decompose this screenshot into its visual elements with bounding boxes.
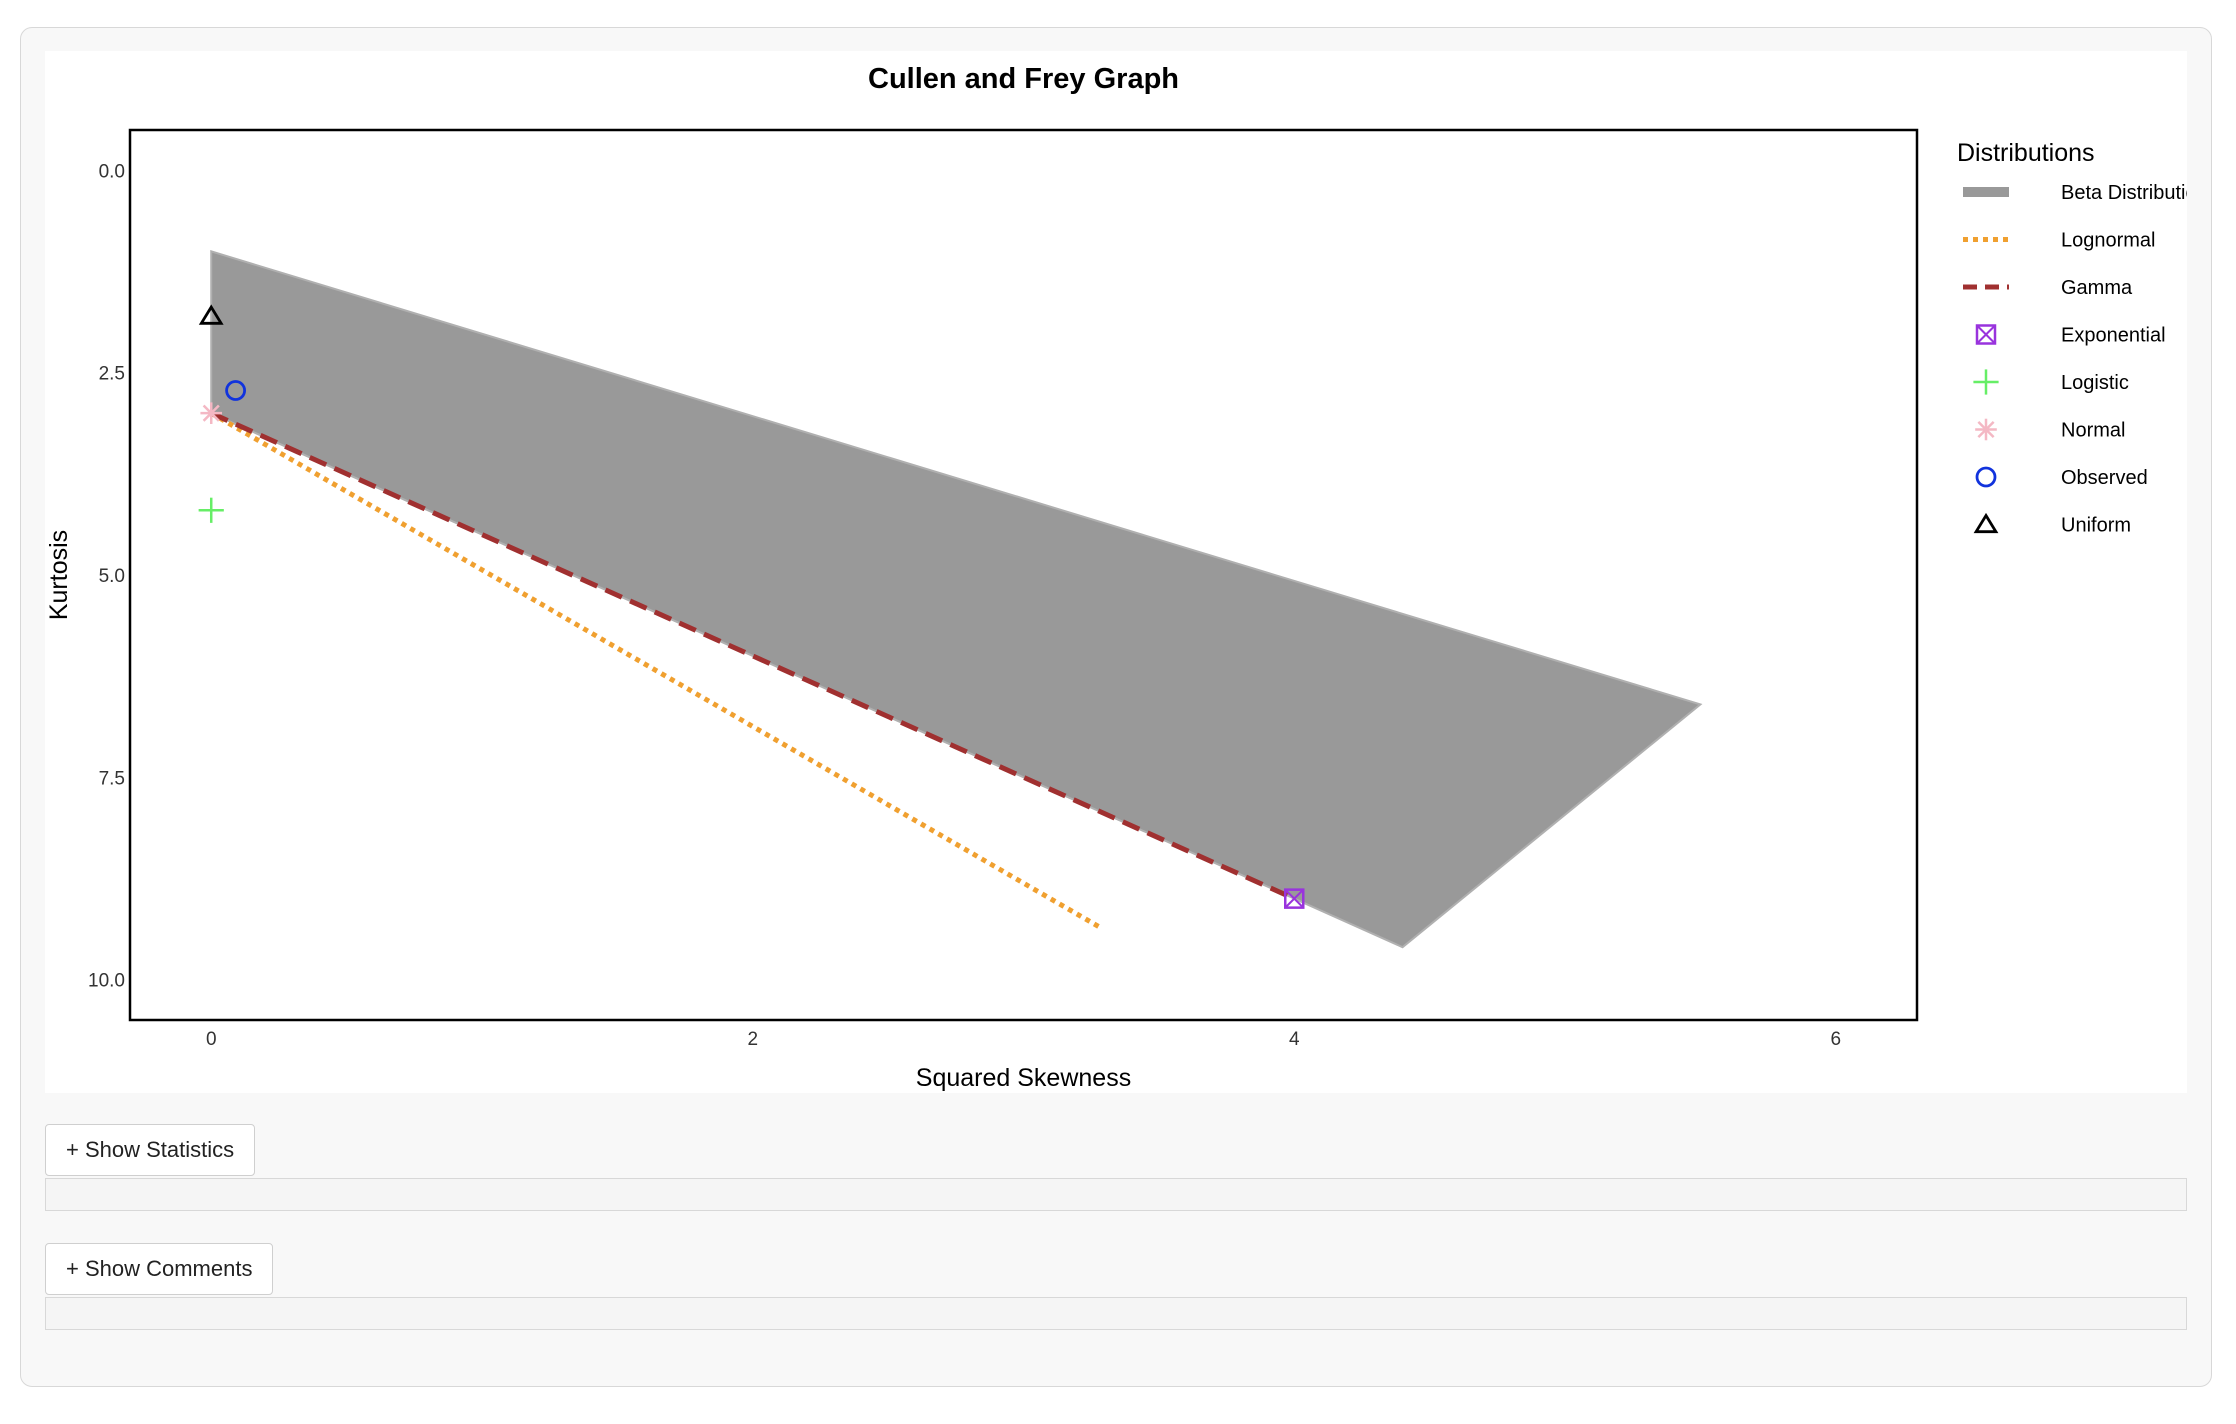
comments-panel — [45, 1297, 2187, 1330]
x-tick-label: 2 — [747, 1029, 758, 1050]
legend-label: Gamma — [2061, 277, 2133, 299]
legend-swatch-uniform — [1973, 512, 1999, 534]
legend-label: Exponential — [2061, 325, 2166, 347]
legend-swatch-observed — [1975, 466, 1997, 488]
y-tick-label: 2.5 — [99, 364, 125, 385]
x-tick-label: 6 — [1830, 1029, 1841, 1050]
chart-title: Cullen and Frey Graph — [868, 63, 1179, 95]
y-tick-label: 5.0 — [99, 566, 125, 587]
point-normal — [200, 402, 223, 424]
y-tick-label: 10.0 — [88, 971, 125, 992]
x-tick-label: 4 — [1289, 1029, 1300, 1050]
statistics-panel — [45, 1178, 2187, 1211]
legend-label: Observed — [2061, 467, 2148, 489]
legend-swatch-logistic — [1973, 369, 1999, 395]
series-lognormal-line — [209, 411, 1101, 930]
series-beta-distribution-area — [210, 250, 1703, 949]
plot-frame — [128, 128, 1919, 1022]
y-tick-label: 7.5 — [99, 768, 125, 789]
point-uniform — [198, 304, 224, 325]
legend-swatch-normal — [1975, 418, 1997, 441]
x-tick-label: 0 — [206, 1029, 217, 1050]
chart-panel: Cullen and Frey Graph 0 2 4 6 0.0 2.5 5.0 7.5 10.… — [45, 51, 2187, 1093]
series-gamma-line — [210, 410, 1296, 901]
x-axis-label: Squared Skewness — [916, 1064, 1131, 1092]
show-comments-button[interactable]: + Show Comments — [45, 1243, 274, 1295]
point-observed — [225, 380, 246, 401]
point-logistic — [198, 497, 224, 523]
y-axis-label: Kurtosis — [45, 530, 73, 620]
legend-title: Distributions — [1957, 139, 2095, 167]
cullen-frey-chart: Cullen and Frey Graph 0 2 4 6 0.0 2.5 5.0 7.5 10.… — [45, 63, 2187, 1092]
legend-label: Beta Distribution — [2061, 182, 2187, 204]
legend-label: Uniform — [2061, 515, 2131, 537]
legend-swatch-exponential — [1975, 324, 1997, 345]
legend-label: Normal — [2061, 420, 2125, 442]
legend-label: Lognormal — [2061, 230, 2156, 252]
point-exponential — [1284, 888, 1305, 909]
show-statistics-button[interactable]: + Show Statistics — [45, 1124, 256, 1176]
legend-label: Logistic — [2061, 372, 2129, 394]
y-tick-label: 0.0 — [99, 161, 125, 182]
